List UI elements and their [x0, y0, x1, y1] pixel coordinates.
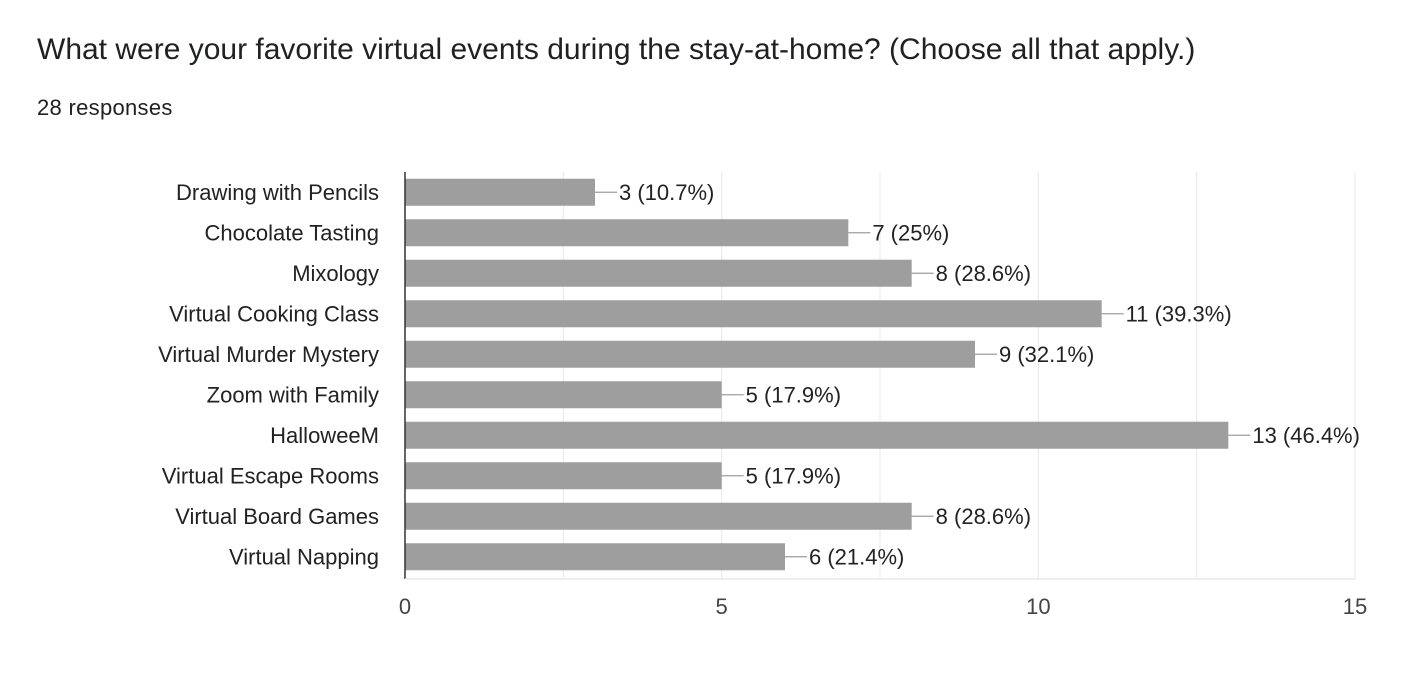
data-label: 8 (28.6%)	[936, 504, 1031, 529]
category-label: Drawing with Pencils	[176, 180, 379, 205]
category-label: Virtual Murder Mystery	[158, 342, 379, 367]
category-label: HalloweeM	[270, 423, 379, 448]
bar	[405, 381, 722, 409]
labels: Drawing with Pencils 3 (10.7%) Chocolate T…	[158, 180, 1367, 619]
category-label: Virtual Escape Rooms	[162, 463, 379, 488]
x-tick-label: 5	[716, 594, 728, 619]
category-label: Mixology	[292, 261, 379, 286]
x-tick-label: 0	[399, 594, 411, 619]
category-label: Virtual Napping	[229, 544, 379, 569]
question-title: What were your favorite virtual events d…	[37, 33, 1196, 66]
response-count: 28 responses	[37, 95, 173, 120]
bar	[405, 340, 975, 368]
bar	[405, 502, 912, 530]
bar	[405, 543, 785, 571]
data-label: 5 (17.9%)	[746, 382, 841, 407]
bar	[405, 462, 722, 490]
bar	[405, 259, 912, 287]
bar	[405, 219, 849, 247]
data-label: 9 (32.1%)	[999, 342, 1094, 367]
data-label: 5 (17.9%)	[746, 463, 841, 488]
category-label: Virtual Cooking Class	[169, 301, 379, 326]
data-label: 6 (21.4%)	[809, 544, 904, 569]
x-tick-label: 10	[1026, 594, 1050, 619]
data-label: 7 (25%)	[872, 220, 949, 245]
category-label: Chocolate Tasting	[205, 220, 380, 245]
data-label: 13 (46.4%)	[1252, 423, 1360, 448]
bar	[405, 421, 1229, 449]
data-label: 8 (28.6%)	[936, 261, 1031, 286]
x-tick-label: 15	[1343, 594, 1367, 619]
data-label: 11 (39.3%)	[1126, 301, 1232, 326]
axes	[404, 172, 1355, 580]
bars	[405, 178, 1251, 571]
category-label: Virtual Board Games	[175, 504, 379, 529]
category-label: Zoom with Family	[207, 382, 379, 407]
bar	[405, 300, 1102, 328]
bar	[405, 178, 595, 206]
data-label: 3 (10.7%)	[619, 180, 714, 205]
